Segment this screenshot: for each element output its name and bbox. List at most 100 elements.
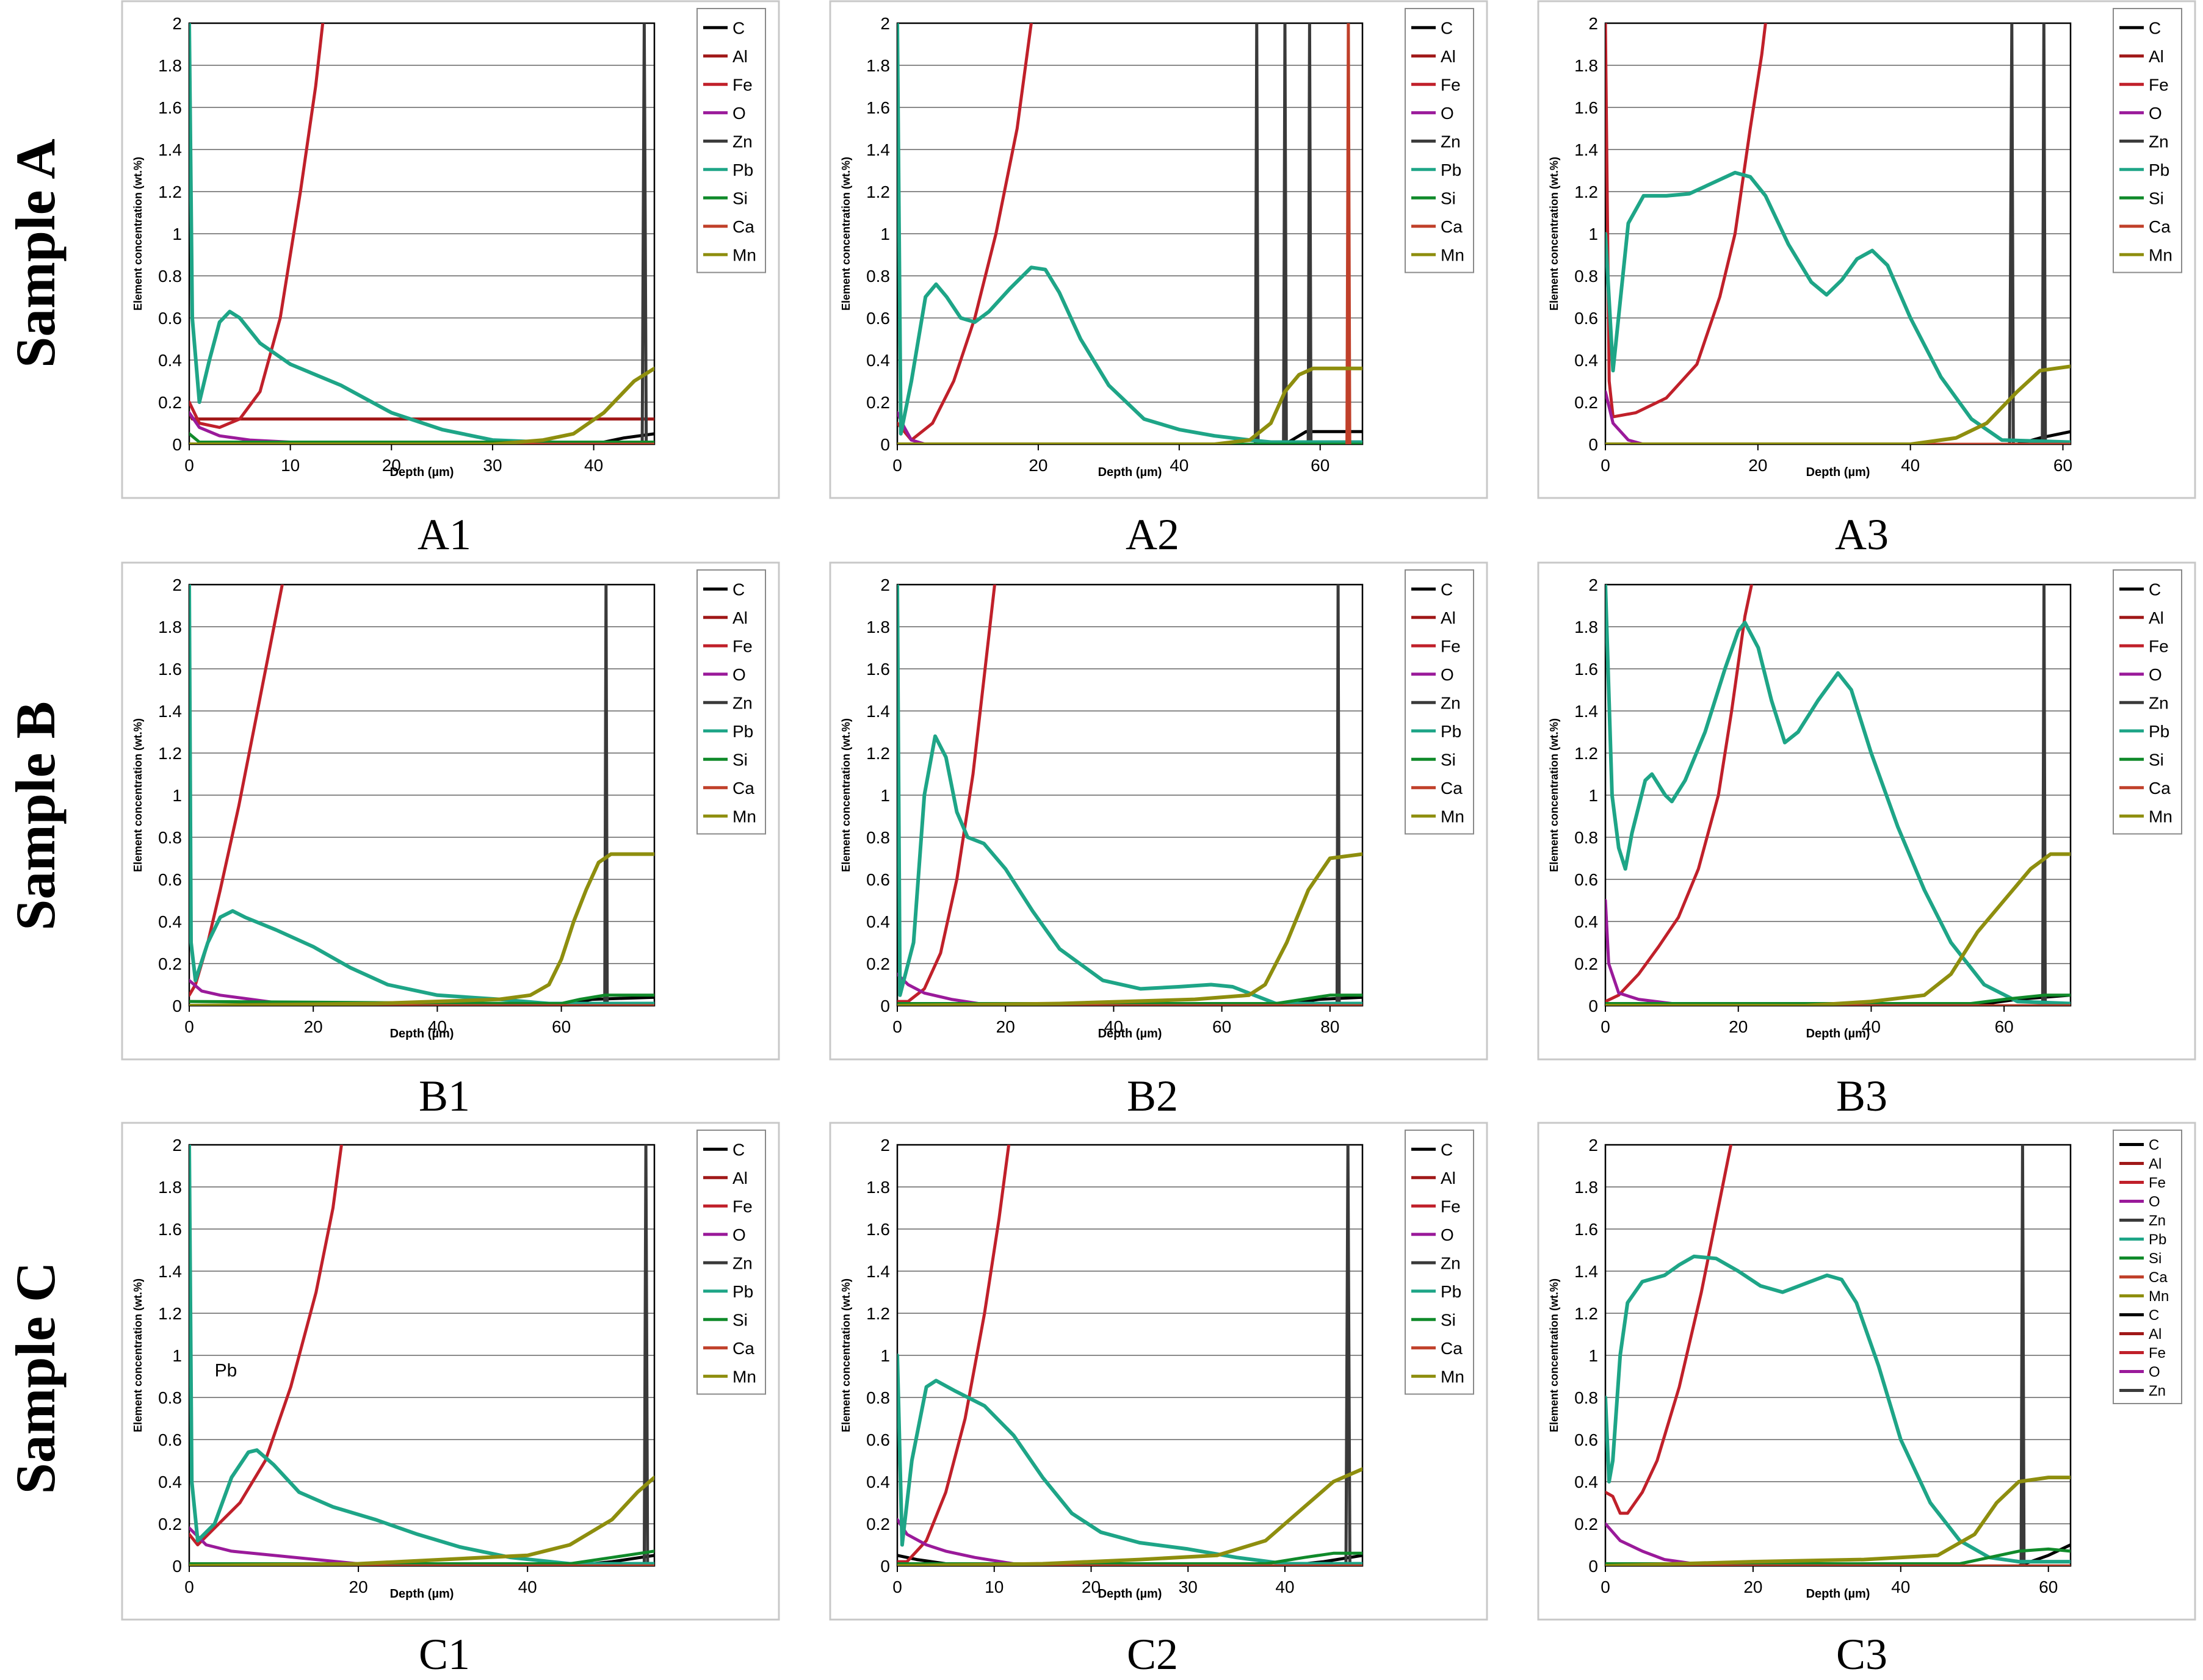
y-tick-label: 0.4 [1574, 912, 1598, 931]
legend-label: C [2149, 1307, 2159, 1324]
series-zn [1344, 1145, 1351, 1566]
y-tick-label: 0.4 [866, 912, 890, 931]
legend-label: Zn [733, 132, 753, 151]
y-tick-label: 1.6 [1574, 1220, 1598, 1239]
chart-c2: 00.20.40.60.811.21.41.61.820 10 20 30 40Dept… [829, 1122, 1488, 1621]
x-tick-label: 0 [184, 1577, 194, 1596]
legend-label: Fe [2149, 636, 2169, 655]
y-tick-label: 0.8 [158, 828, 182, 847]
legend-label: Ca [733, 1339, 754, 1358]
series-mn [897, 1467, 1362, 1566]
x-tick-label: 20 [349, 1577, 368, 1596]
legend-label: Al [1441, 47, 1456, 66]
x-tick-label: 20 [1082, 1577, 1101, 1596]
y-tick-label: 0.8 [158, 267, 182, 286]
chart-frame [121, 0, 780, 499]
x-tick-label: 40 [1104, 1017, 1123, 1036]
x-tick-label: 60 [2039, 1577, 2058, 1596]
legend-label: C [2149, 1137, 2159, 1153]
series-si [1605, 1547, 2071, 1565]
series-pb [1605, 170, 2071, 444]
legend-label: Al [733, 1169, 748, 1188]
x-tick-label: 20 [1743, 1577, 1762, 1596]
y-tick-label: 1 [172, 1346, 182, 1365]
legend-label: C [733, 18, 745, 37]
legend-label: C [2149, 18, 2161, 37]
legend-label: Ca [733, 217, 754, 236]
legend-box [696, 8, 766, 273]
legend-label: C [1441, 1140, 1453, 1159]
legend-label: Zn [1441, 1253, 1461, 1272]
y-tick-label: 1.2 [1574, 1304, 1598, 1323]
y-tick-label: 1.4 [158, 702, 182, 721]
x-axis-label: Depth (µm) [1098, 1587, 1162, 1601]
legend-label: Fe [1441, 75, 1461, 94]
y-tick-label: 1.8 [866, 1178, 890, 1197]
legend-label: Al [1441, 608, 1456, 627]
x-axis-label: Depth (µm) [1098, 466, 1162, 479]
y-tick-label: 1.8 [158, 56, 182, 75]
y-tick-label: 0.2 [158, 1515, 182, 1534]
row-label-sample-c: Sample C [4, 1261, 67, 1494]
x-tick-label: 60 [2053, 456, 2072, 475]
legend-label: Mn [1441, 245, 1464, 264]
y-tick-label: 0.6 [866, 1430, 890, 1449]
chart-frame [121, 561, 780, 1061]
legend-label: C [733, 1140, 745, 1159]
y-tick-label: 0 [880, 1557, 890, 1576]
series-mn [897, 852, 1362, 1006]
y-tick-label: 1.6 [866, 98, 890, 117]
legend-label: Pb [1441, 160, 1461, 179]
legend-label: Ca [1441, 1339, 1463, 1358]
y-tick-label: 0.6 [158, 309, 182, 328]
y-tick-label: 2 [1588, 1136, 1598, 1155]
legend-label: Fe [1441, 636, 1461, 655]
legend-label: C [1441, 580, 1453, 599]
legend-label: Ca [2149, 1269, 2168, 1286]
legend-label: Al [2149, 1156, 2161, 1172]
y-tick-label: 0.6 [1574, 309, 1598, 328]
legend-label: C [2149, 580, 2161, 599]
legend-label: C [1441, 18, 1453, 37]
y-tick-label: 1 [172, 786, 182, 805]
x-tick-label: 60 [1311, 456, 1329, 475]
chart-a2: 00.20.40.60.811.21.41.61.820 20 40 60Depth … [829, 0, 1488, 499]
y-tick-label: 1.8 [866, 56, 890, 75]
x-tick-label: 30 [483, 456, 502, 475]
caption-c1: C1 [418, 1630, 471, 1679]
series-fe [1605, 1145, 1733, 1515]
legend-label: Ca [733, 779, 754, 798]
legend-label: Mn [2149, 807, 2172, 826]
y-tick-label: 1.6 [1574, 98, 1598, 117]
series-o [1605, 390, 1645, 444]
x-tick-label: 40 [1275, 1577, 1294, 1596]
series-pb [1605, 1254, 2071, 1564]
legend-label: Pb [733, 722, 753, 741]
legend-label: O [1441, 104, 1454, 123]
legend-label: Zn [1441, 132, 1461, 151]
legend-label: Fe [1441, 1197, 1461, 1216]
x-tick-label: 10 [281, 456, 300, 475]
legend-label: O [2149, 665, 2162, 684]
y-tick-label: 1.6 [1574, 660, 1598, 679]
x-tick-label: 40 [1891, 1577, 1910, 1596]
legend-label: Al [733, 47, 748, 66]
y-tick-label: 0.8 [1574, 267, 1598, 286]
legend-label: Fe [2149, 1345, 2166, 1361]
series-mn [1605, 1476, 2071, 1566]
legend-label: Mn [733, 807, 756, 826]
legend-label: Ca [1441, 217, 1463, 236]
caption-b3: B3 [1836, 1072, 1888, 1120]
legend-label: Zn [2149, 132, 2169, 151]
x-tick-label: 20 [996, 1017, 1015, 1036]
y-tick-label: 1.2 [158, 1304, 182, 1323]
y-tick-label: 1.6 [158, 1220, 182, 1239]
y-tick-label: 1 [1588, 786, 1598, 805]
x-tick-label: 20 [304, 1017, 323, 1036]
y-axis-label: Element concentration (wt.%) [132, 718, 144, 872]
legend-label: O [733, 665, 746, 684]
y-tick-label: 2 [172, 1136, 182, 1155]
series-fe [1605, 23, 1767, 419]
series-si [897, 1551, 1362, 1565]
